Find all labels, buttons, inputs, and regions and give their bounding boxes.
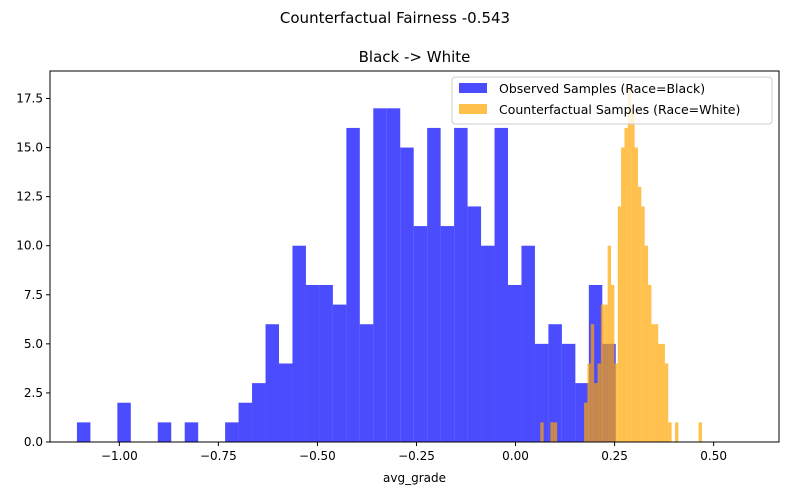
figure-suptitle: Counterfactual Fairness -0.543 <box>280 9 510 27</box>
x-tick-label: 0.00 <box>502 449 529 463</box>
observed-hist-bar <box>305 284 320 442</box>
counterfactual-hist-bar <box>634 147 638 443</box>
counterfactual-hist-bar <box>590 324 595 442</box>
observed-hist-bar <box>534 343 549 442</box>
counterfactual-hist-bar <box>594 383 598 442</box>
counterfactual-hist-bar <box>587 363 591 442</box>
counterfactual-hist-bar <box>584 402 588 442</box>
legend-label-counterfactual: Counterfactual Samples (Race=White) <box>499 102 740 117</box>
axes-frame <box>49 70 780 443</box>
y-tick-label: 7.5 <box>24 288 43 302</box>
observed-hist-bar <box>373 108 387 442</box>
x-axis-label: avg_grade <box>383 471 446 485</box>
observed-hist-bar <box>359 324 374 442</box>
observed-hist-bar <box>413 226 428 442</box>
y-tick-label: 0.0 <box>24 435 43 449</box>
counterfactual-hist-bar <box>611 284 615 442</box>
plot-area <box>76 88 702 443</box>
counterfactual-hist-bar <box>540 422 544 442</box>
counterfactual-hist-bar <box>661 343 665 442</box>
counterfactual-hist-bar <box>600 304 605 442</box>
observed-hist-bar <box>386 108 401 442</box>
y-axis: 0.0 2.5 5.0 7.5 10.0 12.5 15.0 17.5 <box>16 91 50 449</box>
observed-hist-bar <box>481 245 495 442</box>
legend: Observed Samples (Race=Black) Counterfac… <box>451 76 773 125</box>
legend-frame <box>451 76 773 125</box>
observed-hist-bar <box>548 324 562 442</box>
legend-label-observed: Observed Samples (Race=Black) <box>499 81 705 96</box>
observed-hist-bar <box>265 324 280 442</box>
observed-hist-bar <box>427 127 441 442</box>
counterfactual-hist-bar <box>624 127 628 442</box>
observed-hist-bar <box>400 147 414 443</box>
counterfactual-hist-bar <box>698 422 702 442</box>
x-tick-label: −0.50 <box>299 449 336 463</box>
x-tick-label: 0.25 <box>601 449 628 463</box>
counterfactual-hist-bar <box>668 422 672 442</box>
counterfactual-hist-bar <box>550 422 554 442</box>
observed-hist-bar <box>561 343 576 442</box>
counterfactual-hist-bar <box>641 206 645 442</box>
counterfactual-hist-bar <box>614 363 618 442</box>
observed-hist-bar <box>521 245 535 442</box>
observed-hist-bar <box>346 127 360 442</box>
counterfactual-hist-bar <box>648 284 652 442</box>
observed-hist-bar <box>292 245 306 442</box>
counterfactual-hist-bar <box>658 343 662 442</box>
observed-hist-bar <box>440 226 455 442</box>
y-tick-label: 15.0 <box>16 141 43 155</box>
legend-swatch-counterfactual <box>459 104 487 114</box>
observed-hist-bar <box>508 284 522 442</box>
counterfactual-hist-bar <box>617 206 622 442</box>
counterfactual-hist-bar <box>607 245 612 442</box>
observed-hist-bar <box>76 422 91 442</box>
observed-hist-bar <box>319 284 333 442</box>
x-axis: −1.00 −0.75 −0.50 −0.25 0.00 0.25 0.50 <box>101 442 727 463</box>
x-tick-label: −0.25 <box>398 449 435 463</box>
counterfactual-hist-bar <box>631 108 635 442</box>
counterfactual-hist-bar <box>664 363 669 442</box>
counterfactual-hist-bar <box>644 245 649 442</box>
y-tick-label: 2.5 <box>24 386 43 400</box>
observed-hist-bar <box>494 127 509 442</box>
observed-hist-bar <box>184 422 199 442</box>
observed-hist-bar <box>279 363 293 442</box>
counterfactual-hist-bar <box>637 186 642 442</box>
counterfactual-hist-bar <box>674 422 679 442</box>
y-tick-label: 5.0 <box>24 337 43 351</box>
x-tick-label: −1.00 <box>101 449 138 463</box>
y-tick-label: 10.0 <box>16 239 43 253</box>
counterfactual-hist-bar <box>654 324 659 442</box>
observed-hist-bar <box>454 127 468 442</box>
counterfactual-hist-bar <box>553 422 558 442</box>
legend-swatch-observed <box>459 83 487 93</box>
counterfactual-hist-bar <box>597 363 601 442</box>
observed-hist-bar <box>252 383 266 442</box>
observed-hist-bar <box>467 206 482 442</box>
observed-hist-bar <box>157 422 172 442</box>
y-tick-label: 12.5 <box>16 190 43 204</box>
y-tick-label: 17.5 <box>16 91 43 105</box>
counterfactual-hist-bar <box>604 304 608 442</box>
x-tick-label: 0.50 <box>700 449 727 463</box>
x-tick-label: −0.75 <box>200 449 237 463</box>
counterfactual-hist-bar <box>621 147 625 443</box>
counterfactual-hist-bar <box>651 324 655 442</box>
observed-hist-bar <box>238 402 253 442</box>
axes-title: Black -> White <box>359 48 471 66</box>
observed-hist-bar <box>117 402 131 442</box>
observed-hist-bar <box>225 422 239 442</box>
counterfactual-hist-bar <box>627 88 632 443</box>
observed-hist-bar <box>332 304 347 442</box>
